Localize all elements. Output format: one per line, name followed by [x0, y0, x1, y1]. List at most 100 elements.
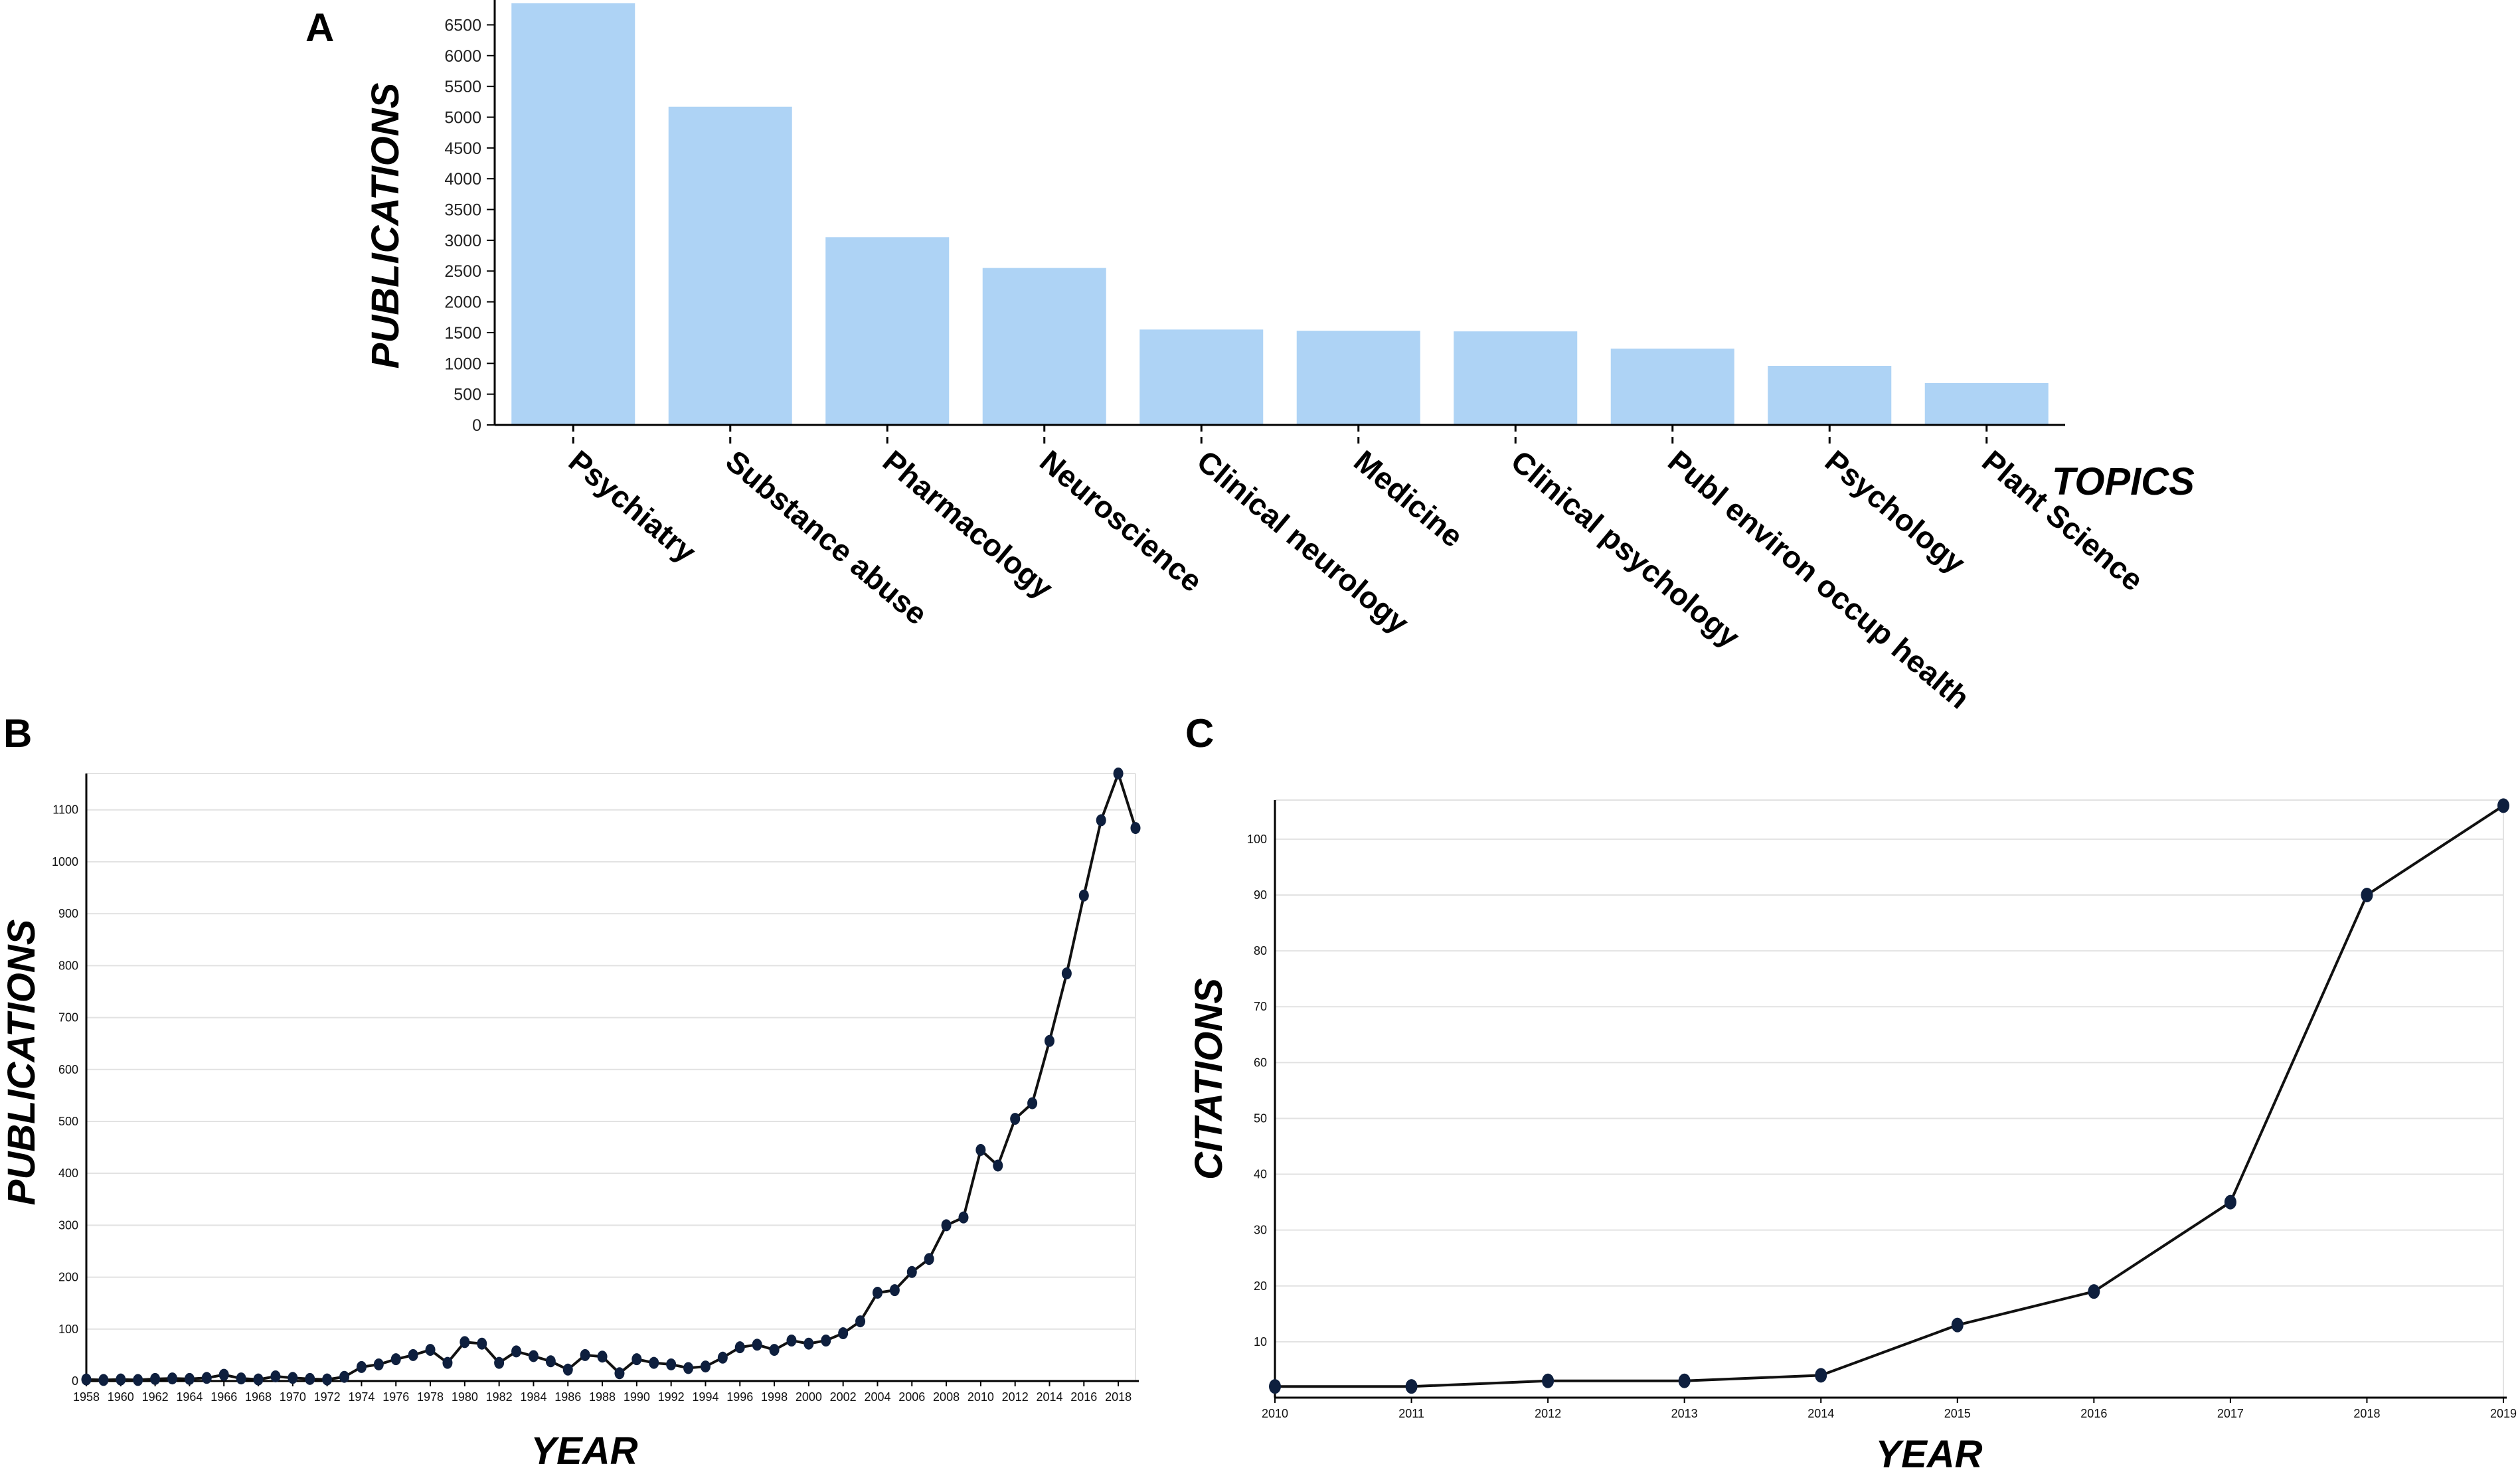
panel-b-x-tick-label: 1964 [176, 1390, 203, 1404]
panel-b-data-point [906, 1266, 917, 1278]
panel-c-x-tick-label: 2013 [1671, 1407, 1698, 1420]
panel-c-data-point [2224, 1194, 2236, 1210]
panel-b-x-tick-label: 1968 [245, 1390, 272, 1404]
panel-b-x-tick-label: 1972 [314, 1390, 341, 1404]
panel-b-y-tick-label: 500 [58, 1115, 78, 1128]
panel-b-x-tick-label: 2002 [830, 1390, 857, 1404]
panel-b-data-point [1096, 814, 1106, 827]
panel-b-y-tick-label: 600 [58, 1063, 78, 1076]
panel-b-data-point [81, 1373, 92, 1386]
panel-b-x-tick-label: 1958 [73, 1390, 100, 1404]
panel-b-data-point [339, 1370, 350, 1383]
panel-b-data-point [150, 1372, 161, 1385]
panel-b-data-point [683, 1362, 694, 1374]
panel-b-data-point [924, 1253, 934, 1266]
panel-b-letter: B [3, 711, 32, 756]
panel-b-data-point [803, 1337, 814, 1350]
panel-b-data-point [528, 1350, 539, 1362]
panel-c-y-tick-label: 50 [1254, 1111, 1267, 1125]
panel-b-data-point [769, 1344, 780, 1356]
panel-b-x-tick-label: 2000 [796, 1390, 822, 1404]
panel-b-data-point [477, 1337, 487, 1350]
panel-b-data-point [98, 1374, 109, 1386]
panel-b-data-point [666, 1358, 677, 1370]
panel-b-data-point [838, 1327, 849, 1340]
panel-b-data-point [1061, 967, 1072, 980]
panel-b-data-point [889, 1284, 900, 1297]
panel-c-x-tick-label: 2016 [2080, 1407, 2107, 1420]
panel-c-data-point [1542, 1373, 1554, 1388]
panel-c-x-tick-label: 2010 [1262, 1407, 1288, 1420]
panel-b-data-point [390, 1353, 401, 1366]
panel-c-x-tick-label: 2015 [1944, 1407, 1971, 1420]
panel-a-y-tick-label: 2000 [444, 293, 481, 312]
panel-c-y-tick-label: 60 [1254, 1056, 1267, 1069]
panel-b-data-point [460, 1336, 470, 1348]
panel-b-data-point [752, 1339, 762, 1351]
panel-b-publications-line [86, 769, 1137, 1382]
panel-b-data-point [614, 1367, 625, 1380]
panel-c-data-point [2497, 798, 2509, 813]
panel-b-x-tick-label: 1980 [452, 1390, 478, 1404]
panel-c-x-tick-label: 2019 [2490, 1407, 2517, 1420]
panel-c-data-point [1815, 1368, 1827, 1383]
panel-b-x-tick-label: 2010 [967, 1390, 994, 1404]
panel-b-data-point [649, 1356, 659, 1369]
panel-b-data-point [717, 1351, 728, 1364]
panel-c-y-tick-label: 90 [1254, 888, 1267, 902]
panel-b-data-point [786, 1335, 797, 1347]
panel-b-x-tick-label: 1960 [108, 1390, 134, 1404]
panel-b-x-tick-label: 1986 [554, 1390, 581, 1404]
panel-b-x-tick-label: 2018 [1105, 1390, 1132, 1404]
panel-b-y-tick-label: 1000 [52, 855, 78, 868]
panel-b-data-point [855, 1315, 866, 1328]
panel-b-data-point [872, 1287, 882, 1299]
panel-c-data-point [1951, 1317, 1964, 1333]
panel-c-y-axis-title: CITATIONS [1187, 978, 1230, 1180]
panel-b-x-tick-label: 1970 [280, 1390, 306, 1404]
panel-b-x-tick-label: 1962 [142, 1390, 169, 1404]
panel-b-data-point [545, 1355, 556, 1368]
panel-b-x-tick-label: 1994 [692, 1390, 718, 1404]
panel-a-category-label: Psychiatry [562, 444, 703, 570]
panel-a-bar [511, 3, 635, 425]
panel-b-x-tick-label: 1988 [589, 1390, 616, 1404]
panel-a-bar [1139, 329, 1264, 425]
panel-b-data-point [494, 1356, 505, 1369]
panel-c-x-tick-label: 2011 [1398, 1407, 1424, 1420]
panel-a-bar [982, 268, 1106, 425]
panel-b-data-point [373, 1358, 384, 1370]
panel-b-data-point [821, 1335, 831, 1347]
panel-b-data-point [425, 1344, 436, 1356]
panel-b-data-point [184, 1372, 195, 1385]
panel-b-x-tick-label: 1978 [417, 1390, 444, 1404]
panel-b-data-point [270, 1370, 281, 1382]
panel-b-data-point [993, 1159, 1003, 1172]
panel-b-x-tick-label: 1996 [726, 1390, 753, 1404]
panel-b-data-point [1078, 889, 1089, 902]
panel-b-data-point [133, 1374, 143, 1386]
panel-b-x-tick-label: 1976 [382, 1390, 409, 1404]
panel-b-data-point [305, 1372, 315, 1385]
panel-b-data-point [700, 1360, 711, 1373]
panel-c-y-tick-label: 30 [1254, 1224, 1267, 1237]
panel-c-x-axis-title: YEAR [1875, 1433, 1982, 1470]
panel-a-category-label: Publ environ occup health [1661, 444, 1976, 715]
panel-a-y-tick-label: 2500 [444, 262, 481, 281]
panel-b-data-point [116, 1373, 126, 1386]
panel-b-data-point [167, 1372, 178, 1385]
panel-b-data-point [511, 1345, 522, 1358]
panel-b-data-point [1113, 768, 1124, 779]
panel-a-y-tick-label: 6000 [444, 47, 481, 66]
panel-b-data-point [1027, 1097, 1038, 1109]
panel-a-bar [825, 237, 950, 425]
panel-b-x-tick-label: 2014 [1036, 1390, 1062, 1404]
panel-a-y-axis-title: PUBLICATIONS [364, 82, 407, 368]
panel-a-x-axis-title: TOPICS [2052, 460, 2195, 503]
panel-c-data-point [1405, 1379, 1418, 1394]
panel-b-line-chart: B 0 100 200 300 400 500 600 700 800 900 1000 1100 19… [0, 711, 1141, 1470]
panel-b-data-point [958, 1211, 969, 1224]
panel-a-y-tick-label: 1500 [444, 324, 481, 343]
panel-b-data-point [1010, 1113, 1021, 1125]
panel-b-y-tick-label: 300 [58, 1218, 78, 1232]
